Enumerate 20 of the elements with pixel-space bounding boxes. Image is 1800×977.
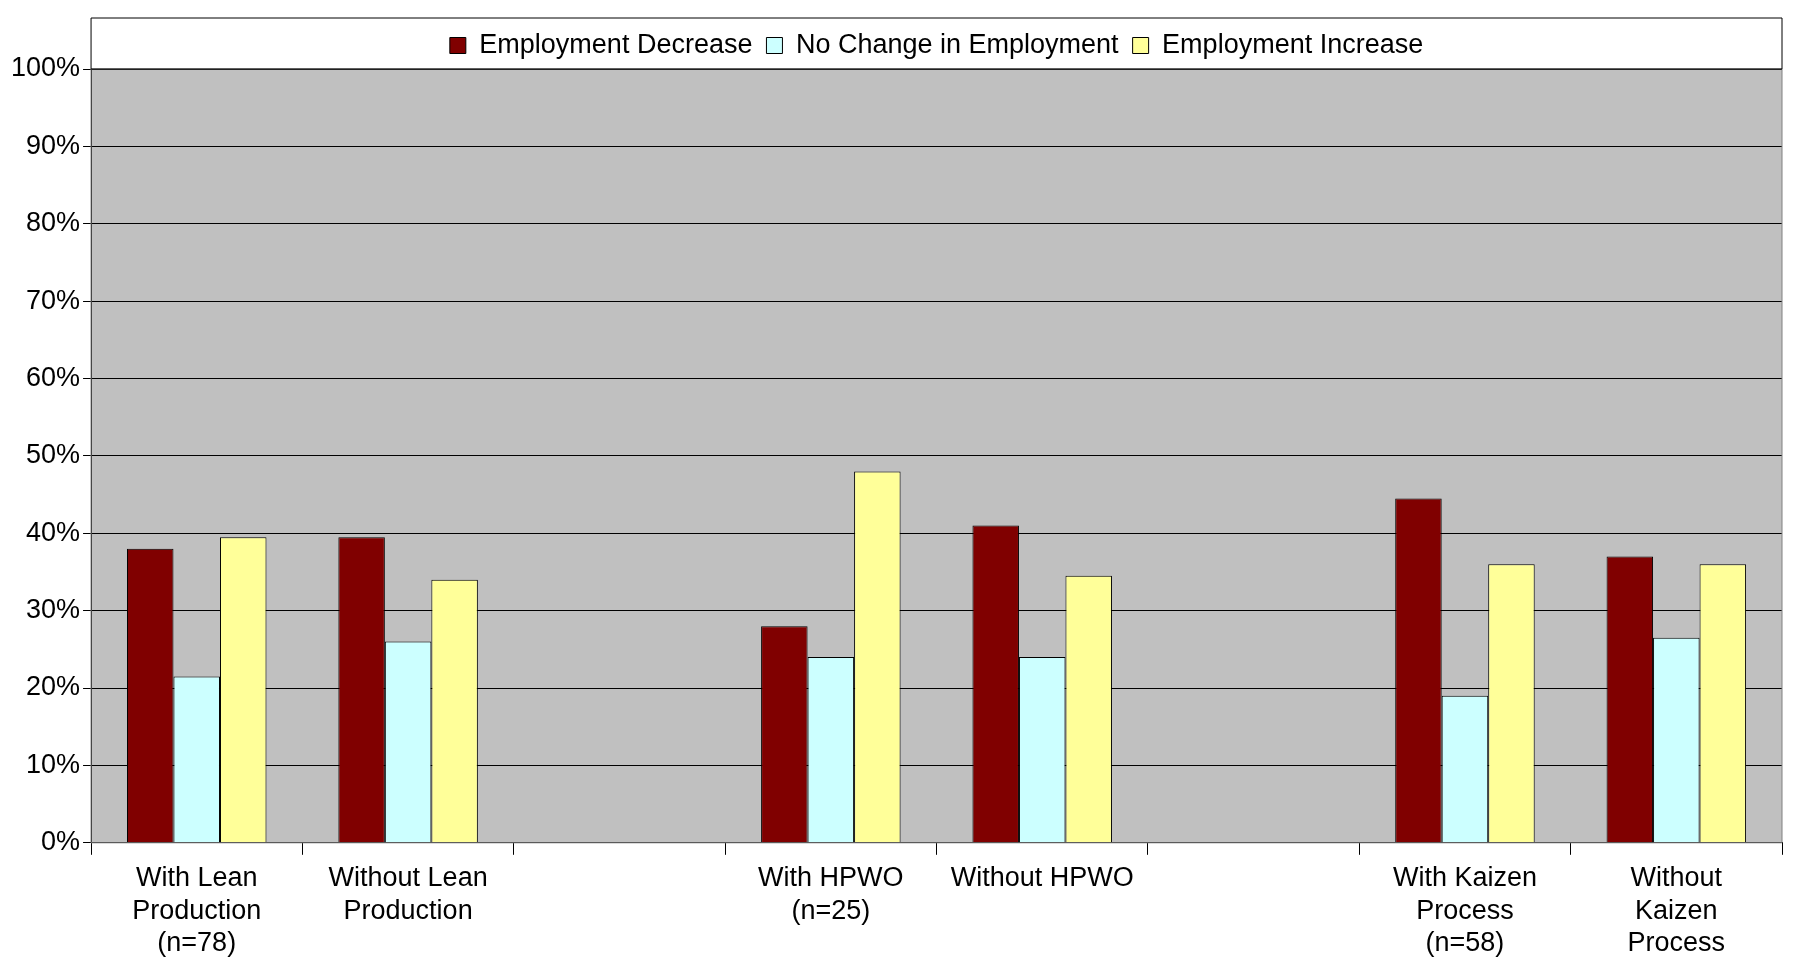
x-tick-label: Without Kaizen Process [1627, 862, 1726, 958]
y-tick-label: 60% [26, 361, 81, 392]
y-tick-label: 0% [41, 826, 81, 857]
y-tick-label: 40% [26, 516, 81, 547]
y-tick-label: 90% [26, 129, 81, 160]
x-tick-label: Without HPWO [950, 862, 1134, 893]
y-tick-label: 70% [26, 284, 81, 315]
y-tick-label: 80% [26, 207, 81, 238]
x-tick-label: With Kaizen Process (n=58) [1392, 862, 1537, 958]
y-tick-label: 50% [26, 439, 81, 470]
y-tick-label: 30% [26, 594, 81, 625]
y-tick-label: 100% [10, 52, 81, 83]
x-tick-label: With Lean Production (n=78) [132, 862, 262, 958]
legend-label: No Change in Employment [795, 28, 1120, 59]
x-tick-label: With HPWO (n=25) [758, 862, 904, 925]
legend-label: Employment Decrease [479, 28, 753, 59]
x-tick-label: Without Lean Production [328, 862, 488, 925]
y-tick-label: 20% [26, 671, 81, 702]
legend-label: Employment Increase [1162, 28, 1424, 59]
y-tick-label: 10% [26, 748, 81, 779]
